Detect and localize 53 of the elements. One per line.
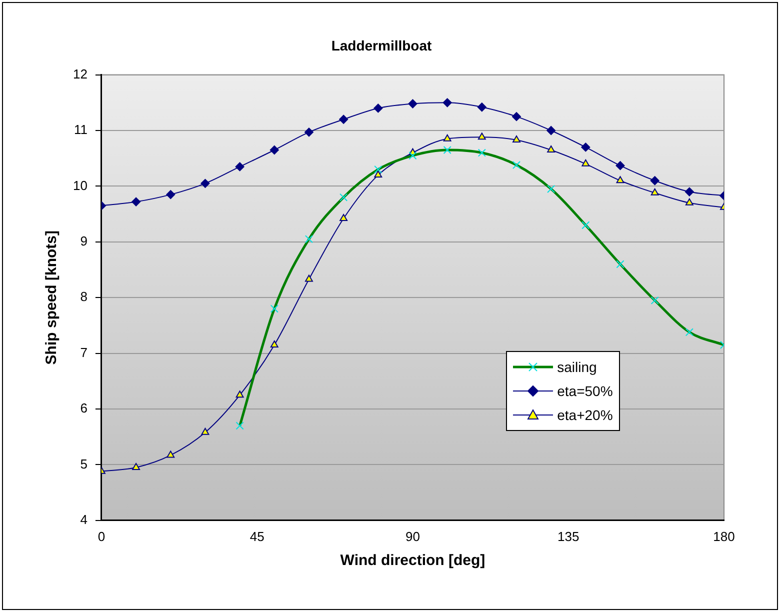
y-tick-label: 11 bbox=[74, 122, 88, 138]
point bbox=[166, 190, 176, 200]
point bbox=[650, 188, 659, 196]
legend-label: sailing bbox=[557, 359, 597, 376]
point bbox=[582, 159, 590, 166]
x-tick-label: 90 bbox=[405, 528, 420, 544]
x-axis-title: Wind direction [deg] bbox=[340, 552, 486, 570]
point bbox=[340, 214, 348, 222]
y-tick-label: 12 bbox=[72, 66, 88, 82]
point bbox=[236, 390, 244, 398]
point bbox=[616, 161, 625, 170]
point bbox=[442, 98, 452, 108]
point bbox=[166, 450, 175, 458]
point bbox=[443, 134, 452, 142]
y-tick-label: 5 bbox=[80, 456, 88, 472]
point bbox=[132, 462, 140, 470]
x-tick-label: 135 bbox=[558, 528, 580, 544]
y-tick-label: 6 bbox=[80, 400, 88, 416]
point bbox=[305, 274, 313, 282]
y-axis-title: Ship speed [knots] bbox=[43, 230, 60, 365]
point bbox=[477, 102, 486, 112]
point bbox=[512, 112, 521, 122]
x-tick-label: 180 bbox=[713, 528, 735, 544]
point bbox=[581, 142, 590, 152]
point bbox=[684, 187, 694, 196]
x-tick-label: 0 bbox=[98, 528, 106, 544]
point bbox=[616, 176, 624, 184]
point bbox=[339, 114, 348, 124]
legend-label: eta=50% bbox=[557, 383, 613, 400]
point bbox=[408, 99, 418, 108]
point bbox=[685, 198, 694, 206]
point bbox=[235, 162, 244, 172]
point bbox=[546, 126, 556, 135]
point bbox=[201, 428, 210, 435]
x-tick-label: 45 bbox=[250, 528, 264, 544]
point bbox=[304, 128, 314, 137]
y-tick-label: 8 bbox=[80, 289, 88, 304]
y-tick-label: 4 bbox=[80, 512, 88, 527]
point bbox=[374, 104, 383, 113]
y-tick-label: 7 bbox=[80, 344, 88, 360]
point bbox=[270, 145, 279, 154]
y-tick-label: 10 bbox=[72, 178, 88, 193]
point bbox=[374, 170, 382, 178]
y-tick-label: 9 bbox=[80, 233, 88, 248]
point bbox=[270, 340, 278, 348]
point bbox=[512, 135, 520, 142]
point bbox=[132, 197, 141, 206]
point bbox=[547, 145, 556, 152]
chart-title: Laddermillboat bbox=[331, 37, 432, 54]
legend-label: eta+20% bbox=[557, 407, 613, 424]
point bbox=[478, 132, 486, 140]
point bbox=[650, 176, 660, 186]
point bbox=[200, 178, 210, 188]
